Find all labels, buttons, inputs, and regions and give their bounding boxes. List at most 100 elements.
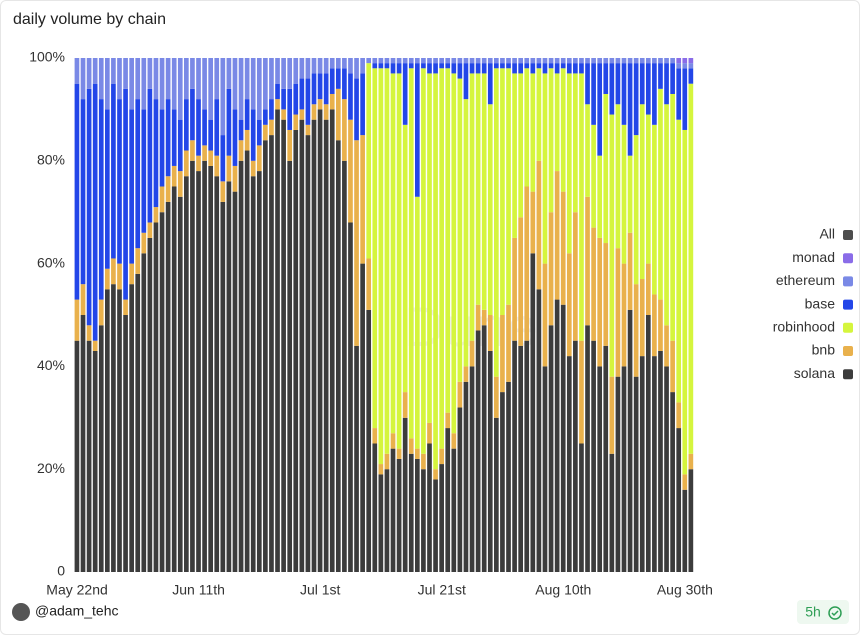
bar-segment — [585, 196, 590, 326]
bar-segment — [104, 268, 110, 290]
bar-segment — [202, 160, 207, 573]
bar-segment — [664, 63, 669, 105]
bar-segment — [566, 73, 572, 254]
bar-segment — [530, 191, 536, 254]
bar-segment — [645, 315, 651, 572]
bar-segment — [433, 73, 438, 470]
bar-segment — [609, 453, 615, 572]
legend-label: All — [819, 226, 835, 242]
bar-segment — [633, 58, 639, 64]
bar-segment — [159, 109, 165, 187]
bar-segment — [573, 58, 578, 64]
bar-segment — [299, 58, 305, 79]
legend-label: ethereum — [776, 272, 835, 288]
bar-segment — [335, 68, 341, 89]
bar-segment — [658, 88, 663, 300]
bar-segment — [323, 119, 329, 573]
bar-segment — [445, 58, 451, 64]
bar-segment — [603, 345, 609, 572]
bar-segment — [354, 78, 359, 141]
legend-swatch — [843, 230, 853, 240]
bar-segment — [627, 309, 633, 572]
bar-segment — [548, 63, 554, 69]
bar-segment — [627, 58, 633, 64]
legend-swatch — [843, 346, 853, 356]
bar-segment — [384, 469, 390, 572]
bar-segment — [366, 63, 372, 259]
bar-segment — [494, 68, 499, 377]
bar-segment — [299, 109, 305, 120]
bar-segment — [293, 114, 299, 130]
bar-segment — [554, 73, 560, 172]
bar-segment — [117, 99, 122, 264]
bar-segment — [98, 58, 104, 100]
bar-segment — [445, 63, 451, 69]
bar-segment — [190, 140, 195, 161]
bar-segment — [123, 299, 128, 315]
bar-segment — [676, 68, 682, 120]
bar-segment — [171, 186, 177, 572]
bar-segment — [196, 171, 201, 572]
bar-segment — [360, 58, 365, 74]
bar-segment — [263, 140, 268, 573]
bar-segment — [335, 58, 341, 69]
bar-segment — [554, 171, 560, 300]
author: @adam_tehc — [35, 603, 118, 619]
bar-segment — [232, 109, 238, 166]
bar-segment — [560, 304, 566, 572]
bar-segment — [633, 135, 639, 285]
bar-segment — [451, 63, 457, 74]
bar-segment — [226, 88, 232, 156]
bar-segment — [153, 58, 159, 100]
bar-segment — [165, 201, 171, 573]
bar-segment — [439, 63, 444, 69]
bar-segment — [238, 140, 244, 161]
bar-segment — [427, 73, 432, 423]
bar-segment — [384, 453, 390, 470]
bar-segment — [335, 88, 341, 141]
check-icon — [828, 606, 842, 620]
bar-segment — [342, 160, 347, 573]
bar-segment — [652, 294, 657, 357]
bar-segment — [232, 191, 238, 572]
bar-segment — [566, 58, 572, 64]
bar-segment — [548, 68, 554, 213]
bar-segment — [293, 129, 299, 572]
bar-segment — [104, 109, 110, 269]
bar-segment — [536, 289, 542, 572]
bar-segment — [244, 129, 250, 151]
bar-segment — [263, 58, 268, 110]
bar-segment — [129, 58, 134, 110]
bar-segment — [256, 58, 262, 120]
age-badge — [797, 600, 849, 624]
legend-swatch — [843, 322, 853, 333]
bar-segment — [481, 309, 487, 326]
bar-segment — [421, 469, 426, 572]
bar-segment — [676, 63, 682, 69]
bar-segment — [287, 160, 293, 573]
bar-segment — [487, 58, 493, 64]
bar-segment — [208, 150, 214, 166]
bar-segment — [676, 58, 682, 64]
bar-segment — [512, 340, 517, 572]
bar-segment — [427, 443, 432, 572]
bar-segment — [196, 99, 201, 156]
bar-segment — [111, 284, 116, 572]
bar-segment — [269, 99, 274, 120]
bar-segment — [688, 469, 694, 572]
bar-segment — [147, 237, 153, 572]
bar-segment — [573, 340, 578, 572]
bar-segment — [597, 155, 603, 238]
bar-segment — [670, 58, 675, 64]
bar-segment — [135, 58, 141, 100]
bar-segment — [299, 78, 305, 110]
bar-segment — [408, 68, 414, 439]
x-tick-label: Aug 30th — [657, 582, 713, 598]
bar-segment — [585, 104, 590, 197]
bar-segment — [129, 263, 134, 285]
bar-segment — [670, 340, 675, 393]
bar-segment — [311, 73, 317, 105]
bar-segment — [153, 99, 159, 208]
bar-segment — [688, 453, 694, 470]
bar-segment — [402, 124, 408, 393]
